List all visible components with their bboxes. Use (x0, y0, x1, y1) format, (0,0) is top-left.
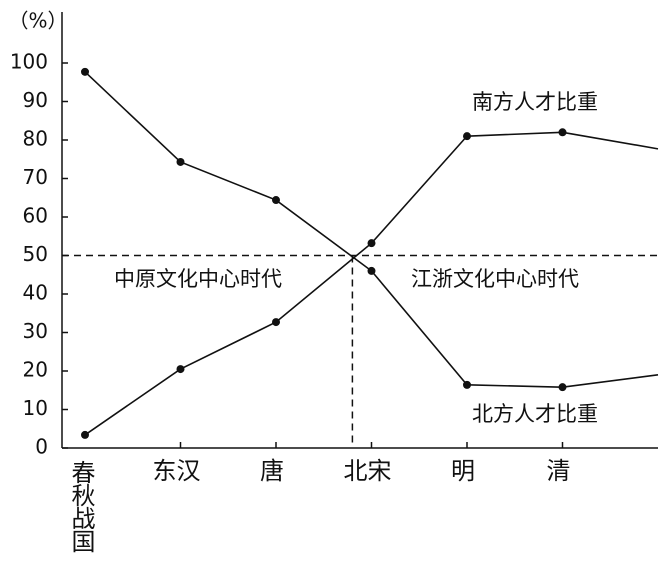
point (558, 383, 567, 392)
point (272, 196, 280, 205)
y-tick-label: 100 (10, 50, 48, 74)
annotation: 中原文化中心时代 (114, 267, 282, 291)
point (176, 157, 185, 166)
y-tick-label: 90 (23, 88, 48, 112)
point (176, 365, 185, 374)
x-tick-label: 北宋 (344, 457, 392, 485)
y-axis-label: （%） (8, 9, 67, 33)
y-tick-label: 80 (23, 127, 48, 151)
y-tick-label: 20 (23, 358, 48, 382)
point (272, 318, 280, 327)
y-tick-label: 40 (23, 281, 48, 305)
x-tick-label: 唐 (260, 457, 284, 485)
point (81, 430, 89, 439)
annotation: 江浙文化中心时代 (411, 267, 579, 291)
point (367, 239, 376, 248)
y-tick-label: 10 (23, 396, 48, 420)
point (558, 128, 567, 137)
y-tick-label: 0 (35, 435, 48, 459)
x-tick-label: 东汉 (153, 457, 201, 485)
y-tick-label: 70 (23, 165, 48, 189)
line (84, 71, 659, 388)
y-tick-label: 30 (23, 319, 48, 343)
point (81, 67, 89, 76)
point (463, 132, 471, 141)
x-tick-label: 清 (547, 457, 571, 485)
point (367, 266, 376, 275)
point (463, 380, 471, 389)
y-tick-label: 50 (23, 242, 48, 266)
series-label: 北方人才比重 (472, 402, 598, 426)
x-tick-label: 春秋战国 (67, 460, 95, 553)
y-tick-label: 60 (23, 204, 48, 228)
series-label: 南方人才比重 (472, 90, 598, 114)
x-tick-label: 明 (451, 457, 475, 485)
